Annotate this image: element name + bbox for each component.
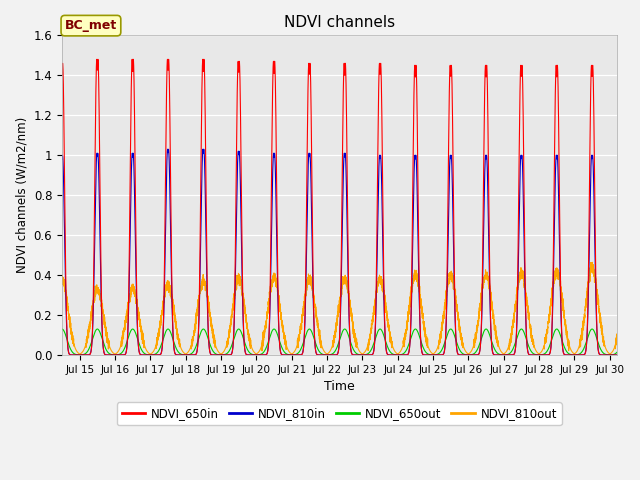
NDVI_810out xyxy=(86,322,93,327)
NDVI_810out xyxy=(58,275,66,281)
NDVI_810in xyxy=(411,156,419,162)
Line: NDVI_650out: NDVI_650out xyxy=(62,329,617,355)
NDVI_650out xyxy=(411,326,419,332)
NDVI_650out xyxy=(499,352,507,358)
Text: BC_met: BC_met xyxy=(65,19,117,32)
NDVI_810out xyxy=(589,259,596,265)
X-axis label: Time: Time xyxy=(324,380,355,393)
NDVI_810in xyxy=(613,352,621,358)
NDVI_650in xyxy=(259,352,267,358)
NDVI_810out xyxy=(411,276,419,281)
NDVI_650in xyxy=(200,57,208,62)
NDVI_650out xyxy=(613,349,621,355)
NDVI_650out xyxy=(259,350,267,356)
NDVI_810out xyxy=(387,334,394,340)
NDVI_810out xyxy=(499,350,507,356)
NDVI_810in xyxy=(86,351,93,357)
NDVI_650in xyxy=(411,65,419,71)
NDVI_650in xyxy=(387,352,394,358)
NDVI_810in xyxy=(58,156,66,162)
NDVI_810in xyxy=(200,146,207,152)
Title: NDVI channels: NDVI channels xyxy=(284,15,395,30)
NDVI_810in xyxy=(470,352,477,358)
NDVI_810out xyxy=(470,344,477,349)
NDVI_650in xyxy=(470,352,477,358)
Y-axis label: NDVI channels (W/m2/nm): NDVI channels (W/m2/nm) xyxy=(15,117,28,273)
NDVI_650out xyxy=(86,344,93,349)
NDVI_810in xyxy=(259,352,267,358)
NDVI_650out xyxy=(387,349,394,355)
Legend: NDVI_650in, NDVI_810in, NDVI_650out, NDVI_810out: NDVI_650in, NDVI_810in, NDVI_650out, NDV… xyxy=(117,402,562,425)
Line: NDVI_810out: NDVI_810out xyxy=(62,262,617,354)
NDVI_650in xyxy=(606,352,614,358)
NDVI_810out xyxy=(259,334,267,339)
NDVI_650out xyxy=(58,326,66,332)
NDVI_810in xyxy=(606,352,614,358)
NDVI_810in xyxy=(387,352,394,358)
NDVI_650out xyxy=(470,351,477,357)
NDVI_810out xyxy=(613,331,621,337)
NDVI_650in xyxy=(86,351,93,357)
NDVI_650in xyxy=(58,72,66,78)
NDVI_650in xyxy=(499,352,507,358)
NDVI_810in xyxy=(499,352,507,358)
Line: NDVI_810in: NDVI_810in xyxy=(62,149,617,355)
NDVI_650out xyxy=(606,352,614,358)
Line: NDVI_650in: NDVI_650in xyxy=(62,60,617,355)
NDVI_650in xyxy=(613,352,621,358)
NDVI_810out xyxy=(111,351,119,357)
